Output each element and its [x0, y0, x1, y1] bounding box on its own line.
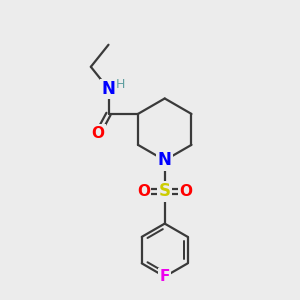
Text: N: N — [158, 151, 172, 169]
Text: H: H — [116, 78, 126, 91]
Text: N: N — [102, 80, 116, 98]
Text: O: O — [137, 184, 150, 199]
Text: O: O — [92, 126, 105, 141]
Text: O: O — [179, 184, 192, 199]
Text: F: F — [160, 269, 170, 284]
Text: S: S — [159, 182, 171, 200]
